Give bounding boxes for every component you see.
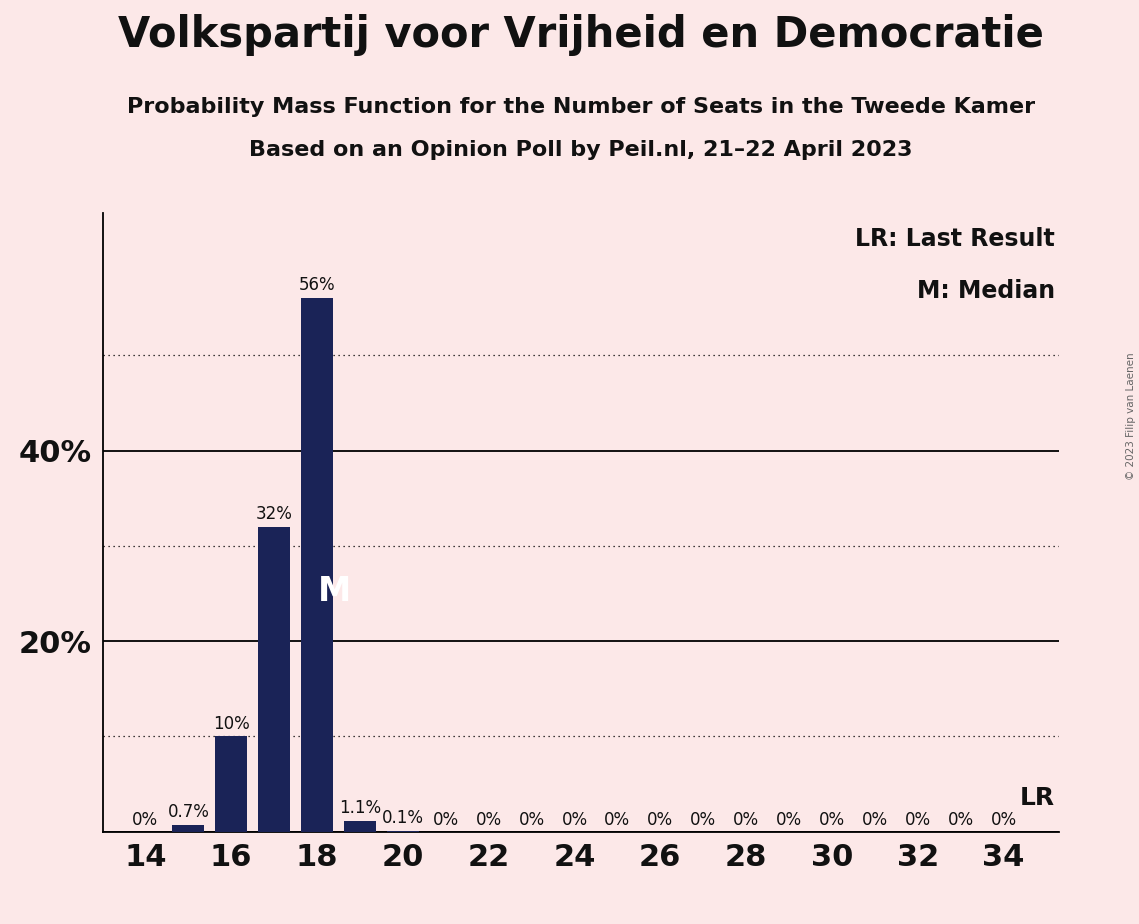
Text: 32%: 32% [255,505,293,523]
Text: 56%: 56% [298,276,335,295]
Text: © 2023 Filip van Laenen: © 2023 Filip van Laenen [1126,352,1136,480]
Bar [215,736,247,832]
Bar [301,298,333,832]
Text: 1.1%: 1.1% [339,799,382,818]
Text: 0.7%: 0.7% [167,803,210,821]
Text: 0%: 0% [734,810,759,829]
Text: 0%: 0% [605,810,630,829]
Text: 0%: 0% [690,810,716,829]
Text: Based on an Opinion Poll by Peil.nl, 21–22 April 2023: Based on an Opinion Poll by Peil.nl, 21–… [249,140,912,161]
Text: LR: Last Result: LR: Last Result [855,226,1055,250]
Text: 0%: 0% [948,810,974,829]
Bar [172,825,204,832]
Bar [387,831,419,832]
Text: 0%: 0% [132,810,158,829]
Text: 0%: 0% [562,810,588,829]
Bar [344,821,376,832]
Text: 0%: 0% [476,810,501,829]
Text: 0%: 0% [647,810,673,829]
Text: 0%: 0% [819,810,845,829]
Text: Volkspartij voor Vrijheid en Democratie: Volkspartij voor Vrijheid en Democratie [118,14,1043,55]
Text: 10%: 10% [213,714,249,733]
Text: 0%: 0% [991,810,1016,829]
Text: 0%: 0% [518,810,544,829]
Text: Probability Mass Function for the Number of Seats in the Tweede Kamer: Probability Mass Function for the Number… [126,97,1035,117]
Text: 0.1%: 0.1% [382,808,424,827]
Text: 0%: 0% [433,810,459,829]
Text: 0%: 0% [776,810,802,829]
Text: LR: LR [1019,786,1055,810]
Text: M: Median: M: Median [917,279,1055,303]
Bar [259,527,290,832]
Text: M: M [318,575,351,608]
Text: 0%: 0% [862,810,887,829]
Text: 0%: 0% [904,810,931,829]
